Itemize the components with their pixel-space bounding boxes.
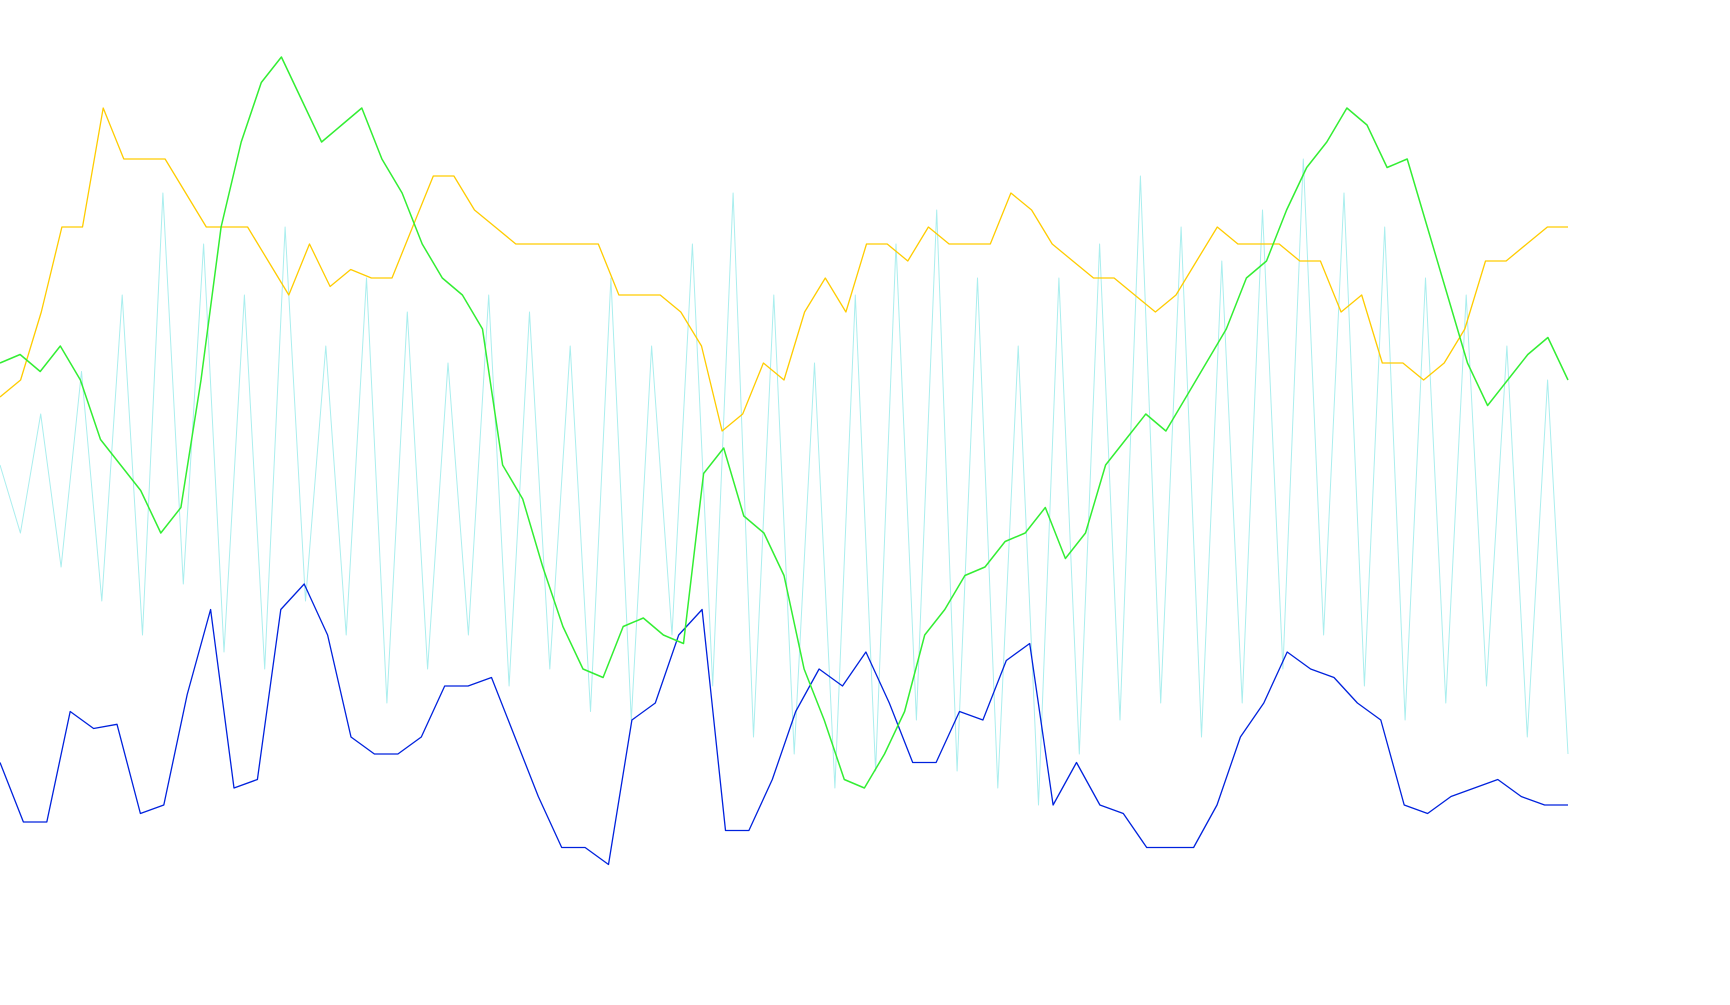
series-line-2: [0, 107, 1568, 432]
series-line-3: [0, 158, 1569, 806]
series-line-0: [0, 56, 1569, 789]
series-line-1: [0, 583, 1568, 866]
